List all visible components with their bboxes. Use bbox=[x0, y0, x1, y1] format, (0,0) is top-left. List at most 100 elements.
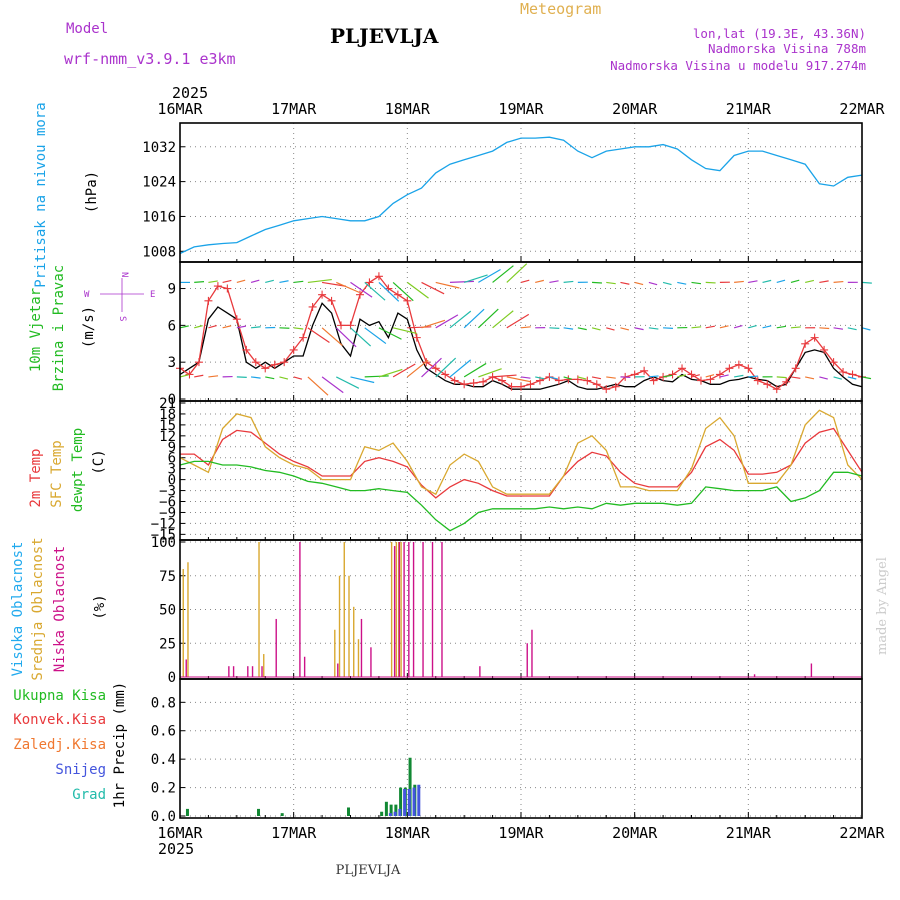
bar-snijeg bbox=[407, 789, 411, 816]
wind-arrow bbox=[591, 376, 602, 380]
wind-arrow bbox=[805, 279, 814, 283]
series-line-2m-temp bbox=[180, 427, 863, 499]
y-tick-label: 21 bbox=[159, 396, 176, 412]
wind-arrow bbox=[449, 310, 472, 329]
wind-arrow bbox=[662, 374, 673, 378]
time-label-bottom: 20MAR bbox=[612, 824, 658, 842]
gust-marker bbox=[318, 290, 327, 299]
wind-arrow bbox=[463, 362, 487, 378]
y-tick-label: 9 bbox=[168, 282, 176, 298]
pressure-panel: 1008 1016 1024 1032 bbox=[142, 122, 863, 263]
bar-srednja-oblacnost bbox=[258, 542, 260, 677]
temp2m-title: 2m Temp bbox=[28, 448, 44, 507]
wind-panel: 0 3 6 9 bbox=[168, 261, 872, 408]
wind-arrow bbox=[194, 374, 204, 378]
bar-niska-oblacnost bbox=[261, 666, 263, 677]
gust-marker bbox=[223, 284, 232, 293]
time-label-bottom: 18MAR bbox=[385, 824, 431, 842]
wind-arrow bbox=[634, 327, 644, 331]
wind-arrow bbox=[634, 281, 644, 286]
wind-arrow bbox=[861, 376, 872, 380]
wind-unit: (m/s) bbox=[81, 306, 97, 348]
y-tick-label: 0.4 bbox=[151, 752, 176, 768]
wind-arrow bbox=[719, 374, 729, 378]
bar-niska-oblacnost bbox=[441, 542, 443, 677]
bar-snijeg bbox=[412, 787, 416, 816]
wind-arrow bbox=[535, 279, 544, 283]
gust-marker bbox=[810, 333, 819, 342]
wind-arrow bbox=[336, 376, 360, 389]
wind-arrow bbox=[194, 325, 203, 329]
bar-niska-oblacnost bbox=[403, 542, 405, 677]
product-title: Meteogram bbox=[520, 0, 601, 18]
wind-arrow bbox=[236, 325, 247, 329]
bar-ukupna-kisa bbox=[384, 801, 388, 816]
wind-arrow bbox=[677, 374, 687, 378]
wind-arrow bbox=[762, 279, 772, 283]
wind-arrow bbox=[847, 376, 857, 380]
gust-marker bbox=[839, 368, 848, 376]
y-tick-label: 0.6 bbox=[151, 724, 176, 740]
time-label-bottom: 21MAR bbox=[726, 824, 772, 842]
wind-arrow bbox=[606, 376, 616, 379]
wind-arrow bbox=[648, 327, 659, 330]
wind-arrow bbox=[463, 274, 488, 283]
precip-unit: 1hr Precip (mm) bbox=[112, 682, 128, 808]
gust-marker bbox=[289, 345, 298, 354]
bar-niska-oblacnost bbox=[232, 666, 235, 677]
y-tick-label: 0 bbox=[168, 670, 176, 686]
wind-arrow bbox=[406, 359, 429, 378]
gust-marker bbox=[355, 290, 364, 299]
bar-niska-oblacnost bbox=[299, 542, 301, 677]
cloud-panel: 0 25 50 75 100 bbox=[151, 535, 863, 686]
wind-arrow bbox=[776, 279, 786, 283]
bar-niska-oblacnost bbox=[275, 618, 277, 677]
wind-arrow bbox=[563, 280, 574, 284]
wind-arrow bbox=[477, 308, 499, 329]
gust-marker bbox=[725, 364, 734, 373]
y-tick-label: 1008 bbox=[142, 244, 176, 260]
gust-marker bbox=[772, 385, 781, 394]
wind-arrow bbox=[733, 324, 743, 329]
time-label-top: 21MAR bbox=[726, 100, 772, 118]
year-top: 2025 bbox=[172, 84, 208, 102]
y-tick-label: 0 bbox=[168, 392, 176, 408]
bar-ukupna-kisa bbox=[394, 804, 398, 816]
y-tick-label: 12 bbox=[159, 429, 176, 445]
wind-arrow bbox=[378, 327, 402, 340]
wind-arrow bbox=[265, 376, 275, 380]
bar-srednja-oblacnost bbox=[343, 542, 345, 677]
wind-arrow bbox=[506, 313, 530, 329]
legend-ukupna: Ukupna Kisa bbox=[13, 688, 106, 704]
gust-marker bbox=[554, 376, 563, 385]
wind-arrow bbox=[549, 280, 559, 284]
wind-arrow bbox=[819, 327, 830, 330]
gust-marker bbox=[687, 370, 696, 379]
bar-niska-oblacnost bbox=[398, 542, 401, 677]
gust-marker bbox=[507, 382, 516, 391]
time-label-top: 17MAR bbox=[271, 100, 317, 118]
wind-arrow bbox=[662, 281, 672, 286]
bar-srednja-oblacnost bbox=[338, 575, 341, 677]
y-tick-label: 0.8 bbox=[151, 695, 176, 711]
high-cloud-title: Visoka Oblacnost bbox=[10, 542, 26, 677]
bar-niska-oblacnost bbox=[251, 666, 254, 677]
wind-arrow bbox=[307, 278, 332, 284]
y-tick-label: 9 bbox=[168, 440, 176, 456]
wind-arrow bbox=[563, 376, 573, 380]
bar-ukupna-kisa bbox=[257, 808, 261, 816]
wind-arrow bbox=[364, 375, 389, 378]
wind-arrow bbox=[776, 376, 787, 379]
wind-arrow bbox=[279, 280, 289, 283]
wind-arrow bbox=[321, 376, 344, 394]
coords-text: lon,lat (19.3E, 43.36N) bbox=[693, 26, 866, 41]
wind-arrow bbox=[520, 326, 531, 329]
wind-arrow bbox=[293, 327, 304, 330]
legend-grad: Grad bbox=[72, 787, 106, 803]
gust-marker bbox=[583, 376, 592, 385]
wind-arrow bbox=[250, 376, 261, 379]
wind-arrow bbox=[194, 281, 205, 284]
bar-snijeg bbox=[398, 808, 402, 816]
gust-marker bbox=[782, 377, 791, 386]
wind-arrow bbox=[520, 279, 530, 283]
